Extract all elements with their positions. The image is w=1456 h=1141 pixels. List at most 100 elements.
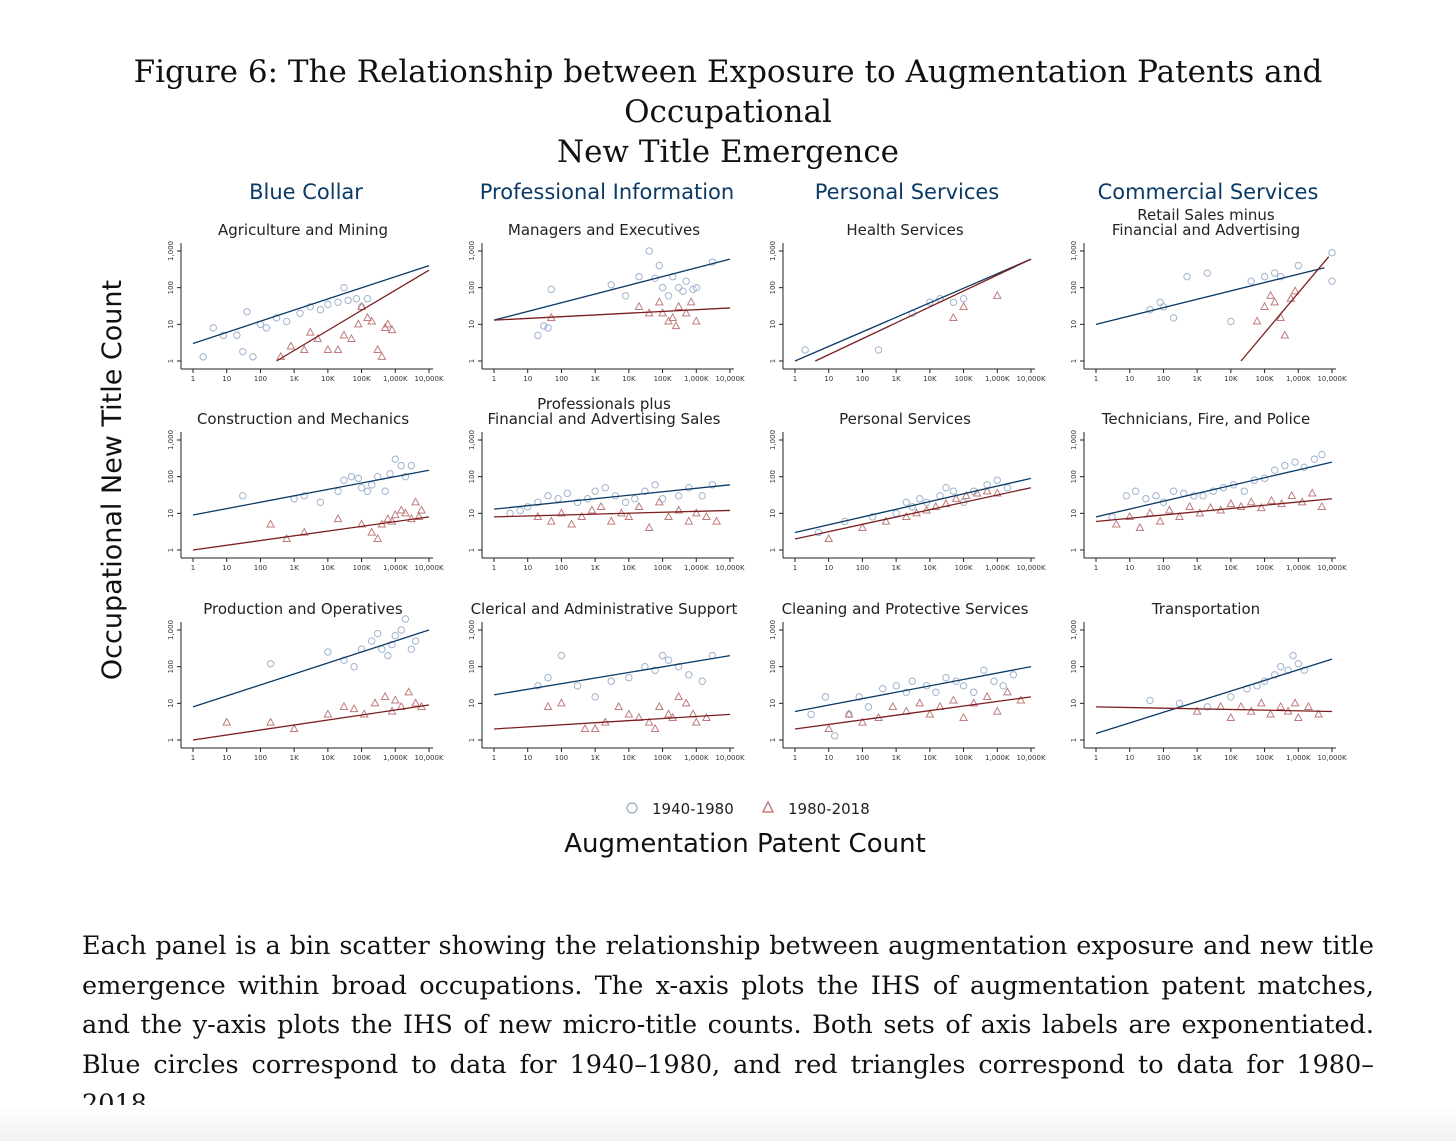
panel: Managers and Executives 1 10 100 1,000 1 10 100… [468, 221, 745, 383]
point-1980-2018 [590, 723, 600, 733]
y-tick-label: 1 [769, 738, 777, 742]
point-1940-1980 [1328, 248, 1336, 257]
y-tick-label: 1 [769, 359, 777, 363]
point-1980-2018 [915, 698, 925, 707]
x-tick-label: 1K [892, 564, 901, 572]
point-1940-1980 [540, 322, 548, 330]
point-1940-1980 [554, 495, 562, 503]
x-tick-label: 10,000K [414, 375, 443, 383]
y-tick-label: 10 [468, 509, 476, 518]
point-1940-1980 [1291, 458, 1299, 466]
panel: Cleaning and Protective Services 1 10 100 1,… [769, 600, 1046, 762]
point-1940-1980 [324, 648, 332, 656]
x-tick-label: 100 [254, 375, 267, 383]
point-1980-2018 [992, 290, 1002, 299]
point-1940-1980 [534, 498, 542, 506]
fit-line-1940-1980 [794, 477, 1032, 534]
y-tick-label: 1,000 [468, 241, 476, 261]
point-1980-2018 [357, 301, 367, 310]
x-tick-label: 10 [222, 754, 231, 762]
point-1980-2018 [857, 522, 867, 532]
point-1940-1980 [1247, 277, 1255, 285]
point-1940-1980 [980, 666, 988, 674]
y-tick-label: 100 [1070, 470, 1078, 483]
point-1940-1980 [651, 481, 659, 489]
point-1980-2018 [333, 513, 343, 523]
point-1940-1980 [544, 492, 552, 500]
y-tick-label: 100 [468, 470, 476, 483]
fit-line-1980-2018 [794, 696, 1032, 730]
legend-label-1940-1980: 1940-1980 [652, 800, 734, 818]
panel: Construction and Mechanics 1 10 100 1,000 1 10… [167, 410, 444, 572]
point-1980-2018 [276, 351, 286, 360]
point-1980-2018 [901, 511, 911, 520]
point-1940-1980 [354, 474, 363, 483]
point-1940-1980 [547, 285, 555, 294]
fit-line-1940-1980 [1095, 658, 1333, 735]
x-tick-label: 1 [492, 564, 496, 572]
point-1980-2018 [1290, 286, 1300, 295]
point-1940-1980 [1175, 699, 1184, 708]
point-1940-1980 [674, 662, 683, 671]
point-1940-1980 [621, 292, 630, 300]
point-1980-2018 [359, 709, 369, 718]
fit-line-1940-1980 [794, 666, 1032, 713]
point-1980-2018 [323, 709, 333, 718]
point-1940-1980 [1169, 314, 1178, 322]
point-1980-2018 [1195, 508, 1205, 517]
point-1980-2018 [282, 533, 292, 543]
point-1980-2018 [686, 297, 696, 306]
point-1940-1980 [682, 277, 690, 285]
x-tick-label: 100 [254, 754, 267, 762]
fit-line-1940-1980 [1095, 461, 1333, 518]
point-1980-2018 [959, 712, 969, 722]
point-1980-2018 [1293, 712, 1303, 722]
point-1940-1980 [306, 303, 314, 311]
y-tick-label: 10 [167, 509, 175, 518]
x-tick-label: 1,000K [1286, 375, 1311, 383]
y-tick-label: 10 [167, 320, 175, 329]
point-1940-1980 [534, 682, 542, 690]
fit-line-1980-2018 [1095, 706, 1333, 713]
x-tick-label: 100K [353, 564, 371, 572]
point-1940-1980 [942, 484, 950, 492]
panel: Production and Operatives 1 10 100 1,000 1 10 1… [167, 600, 444, 762]
x-tick-label: 100 [555, 754, 568, 762]
panel-title: Technicians, Fire, and Police [1101, 410, 1311, 428]
point-1980-2018 [691, 316, 701, 325]
point-1980-2018 [624, 709, 634, 718]
point-1940-1980 [219, 331, 228, 340]
point-1940-1980 [892, 682, 900, 690]
point-1940-1980 [645, 247, 653, 255]
point-1980-2018 [1256, 502, 1266, 512]
x-tick-label: 100K [955, 564, 973, 572]
point-1940-1980 [685, 671, 693, 679]
x-tick-label: 100K [955, 375, 973, 383]
point-1980-2018 [931, 501, 941, 510]
point-1940-1980 [282, 317, 291, 326]
point-1940-1980 [674, 492, 683, 500]
fit-line-1980-2018 [1240, 256, 1330, 362]
point-1980-2018 [286, 341, 296, 350]
point-1940-1980 [209, 324, 217, 332]
point-1980-2018 [674, 301, 684, 310]
point-1980-2018 [982, 486, 992, 495]
x-tick-label: 10K [622, 375, 636, 383]
point-1980-2018 [1192, 706, 1202, 715]
x-tick-label: 1 [191, 754, 195, 762]
x-tick-label: 100 [1157, 564, 1170, 572]
point-1980-2018 [1226, 712, 1236, 722]
x-tick-label: 10K [321, 564, 335, 572]
point-1940-1980 [1131, 487, 1140, 495]
point-1980-2018 [824, 533, 834, 543]
point-1980-2018 [1016, 695, 1026, 704]
panel: Agriculture and Mining 1 10 100 1,000 1 10 100 1… [167, 221, 444, 383]
point-1980-2018 [346, 333, 356, 343]
point-1940-1980 [401, 615, 410, 623]
point-1940-1980 [621, 498, 630, 506]
point-1980-2018 [367, 316, 377, 325]
point-1940-1980 [233, 331, 241, 340]
panel-title: Construction and Mechanics [197, 410, 409, 428]
y-tick-label: 1,000 [1070, 620, 1078, 640]
fit-line-1940-1980 [493, 484, 731, 510]
